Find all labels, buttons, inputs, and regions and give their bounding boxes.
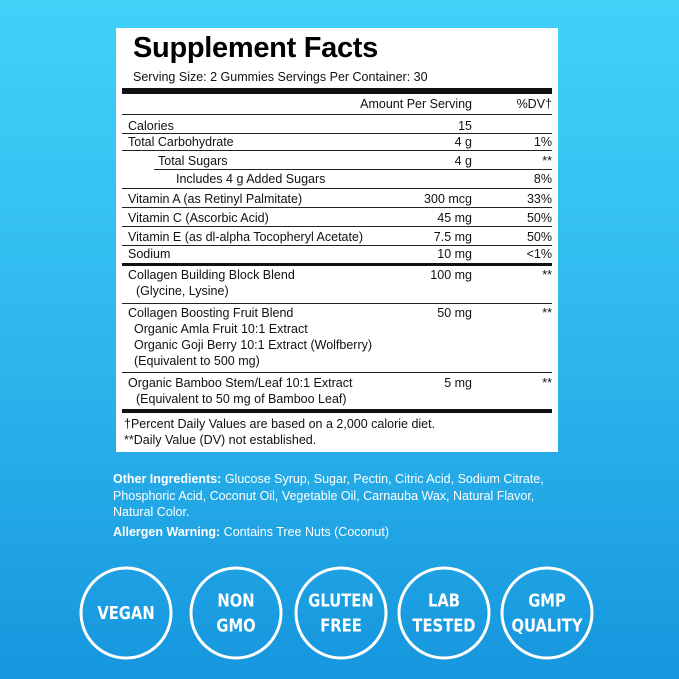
row-label: (Equivalent to 500 mg) (134, 354, 260, 368)
rule (122, 133, 552, 134)
row-label: Total Carbohydrate (128, 135, 234, 149)
daily-value: 8% (533, 172, 552, 186)
rule (122, 263, 552, 266)
badge-text: VEGAN (97, 603, 154, 624)
badge-text: GMP (528, 590, 566, 611)
daily-value: 1% (533, 135, 552, 149)
badge-circle (79, 566, 173, 660)
row-label: Vitamin C (Ascorbic Acid) (128, 211, 269, 225)
column-header: Amount Per Serving (360, 97, 472, 111)
badge-text: QUALITY (511, 615, 583, 636)
daily-value: ** (542, 376, 552, 390)
row-label: Organic Goji Berry 10:1 Extract (Wolfber… (134, 338, 373, 352)
rule (122, 114, 552, 115)
badge-text: GMO (216, 615, 255, 636)
amount: 300 mcg (424, 192, 472, 206)
daily-value: 50% (526, 230, 552, 244)
footnote: †Percent Daily Values are based on a 2,0… (124, 417, 436, 431)
daily-value: 50% (526, 211, 552, 225)
amount: 45 mg (437, 211, 472, 225)
badge-circle (500, 566, 594, 660)
badge-text: TESTED (412, 615, 475, 636)
badge-circle (397, 566, 491, 660)
text: Contains Tree Nuts (Coconut) (223, 525, 390, 539)
rule (122, 188, 552, 189)
daily-value: ** (542, 154, 552, 168)
label: Allergen Warning: (113, 525, 221, 539)
badge-circle (189, 566, 283, 660)
row-label: Sodium (128, 247, 171, 261)
daily-value: <1% (526, 247, 552, 261)
badge-text: FREE (320, 615, 362, 636)
row-label: Collagen Building Block Blend (128, 268, 295, 282)
badge-text: GLUTEN (308, 590, 373, 611)
rule (122, 372, 552, 373)
row-label: Organic Bamboo Stem/Leaf 10:1 Extract (128, 376, 353, 390)
rule (122, 303, 552, 304)
row-label: Calories (128, 119, 174, 133)
row-label: Vitamin A (as Retinyl Palmitate) (128, 192, 303, 206)
amount: 4 g (454, 154, 472, 168)
row-label: (Equivalent to 50 mg of Bamboo Leaf) (136, 392, 347, 406)
column-header: %DV† (516, 97, 552, 111)
footnote: **Daily Value (DV) not established. (124, 433, 317, 447)
daily-value: ** (542, 268, 552, 282)
daily-value: 33% (526, 192, 552, 206)
row-label: (Glycine, Lysine) (136, 284, 229, 298)
amount: 10 mg (437, 247, 472, 261)
amount: 50 mg (437, 306, 472, 320)
amount: 100 mg (430, 268, 472, 282)
rule (122, 409, 552, 413)
amount: 4 g (454, 135, 472, 149)
amount: 15 (458, 119, 472, 133)
facts-panel: Supplement Facts Serving Size: 2 Gummies… (116, 28, 558, 452)
other-ingredients: Other Ingredients: Glucose Syrup, Sugar,… (113, 471, 563, 521)
rule (122, 88, 552, 94)
row-label: Vitamin E (as dl-alpha Tocopheryl Acetat… (128, 230, 364, 244)
rule (122, 150, 552, 151)
serving-size: Serving Size: 2 Gummies Servings Per Con… (133, 70, 428, 84)
daily-value: ** (542, 306, 552, 320)
allergen-warning: Allergen Warning: Contains Tree Nuts (Co… (113, 525, 389, 539)
row-label: Total Sugars (158, 154, 228, 168)
row-label: Organic Amla Fruit 10:1 Extract (134, 322, 308, 336)
rule (122, 226, 552, 227)
badge-text: LAB (428, 590, 460, 611)
rule (154, 169, 552, 170)
title: Supplement Facts (133, 32, 378, 64)
text: Glucose Syrup, Sugar, Pectin, Citric Aci… (113, 472, 544, 519)
amount: 7.5 mg (433, 230, 472, 244)
row-label: Collagen Boosting Fruit Blend (128, 306, 294, 320)
rule (122, 245, 552, 246)
badge-text: NON (217, 590, 254, 611)
row-label: Includes 4 g Added Sugars (176, 172, 326, 186)
badge-circle (294, 566, 388, 660)
amount: 5 mg (444, 376, 472, 390)
rule (122, 207, 552, 208)
label: Other Ingredients: (113, 472, 222, 486)
